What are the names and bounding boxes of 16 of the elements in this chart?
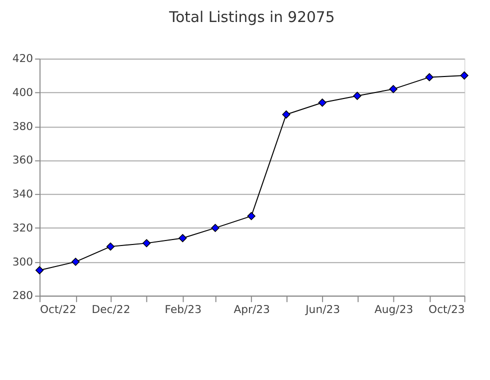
y-tick-label: 340 xyxy=(12,188,34,201)
chart-title: Total Listings in 92075 xyxy=(168,9,335,26)
x-tick-label: Oct/22 xyxy=(40,302,76,316)
y-tick-label: 280 xyxy=(12,289,34,302)
x-tick-label: Oct/23 xyxy=(428,302,465,316)
y-tick-label: 300 xyxy=(12,255,34,268)
x-tick-label: Dec/22 xyxy=(92,302,130,316)
x-tick-label: Apr/23 xyxy=(234,302,270,316)
y-tick-label: 320 xyxy=(12,221,34,234)
y-tick-label: 420 xyxy=(12,52,34,66)
x-tick-label: Aug/23 xyxy=(374,302,414,316)
y-tick-label: 360 xyxy=(12,154,34,167)
x-tick-label: Jun/23 xyxy=(304,302,340,316)
x-tick-label: Feb/23 xyxy=(164,302,202,316)
y-tick-label: 380 xyxy=(12,120,34,133)
y-tick-label: 400 xyxy=(12,86,34,99)
